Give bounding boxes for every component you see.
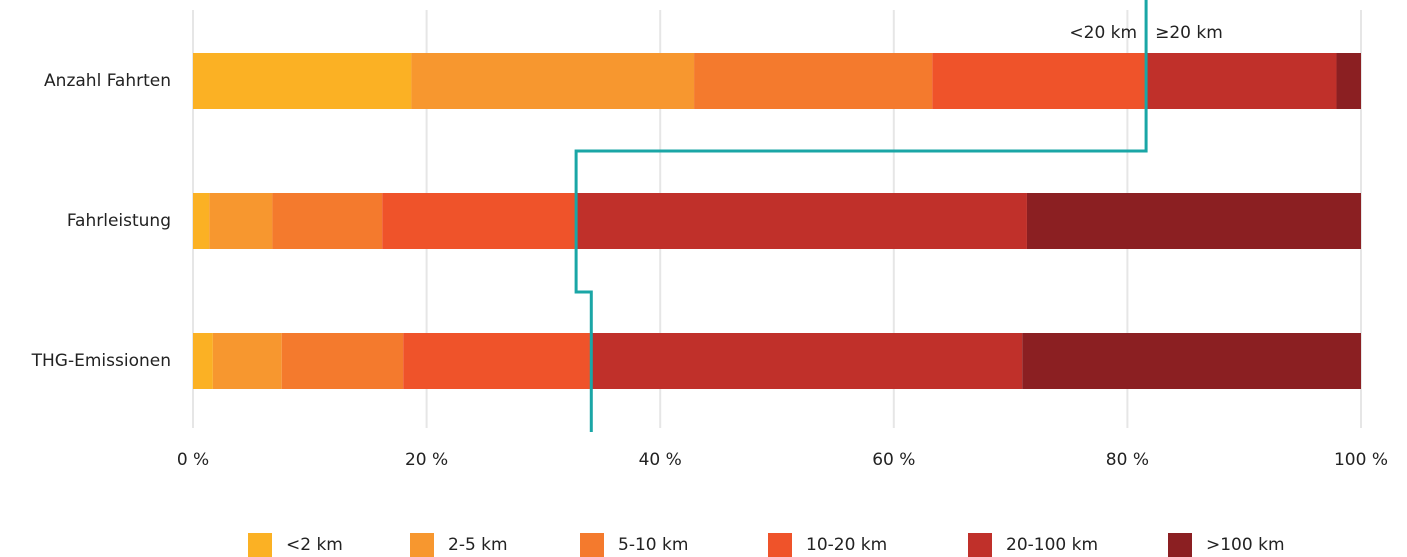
- bar-segment-2-3: [403, 333, 593, 389]
- x-tick-label-4: 80 %: [1106, 450, 1149, 470]
- legend-label-0: <2 km: [286, 535, 343, 555]
- legend-label-2: 5-10 km: [618, 535, 688, 555]
- bar-segment-1-0: [193, 193, 210, 249]
- bar-segment-1-3: [382, 193, 577, 249]
- annotation-label-left: <20 km: [1069, 23, 1137, 43]
- category-label-0: Anzahl Fahrten: [44, 71, 171, 91]
- legend-swatch-5: [1168, 533, 1192, 557]
- boundary-line: [574, 0, 1148, 432]
- bar-segment-1-5: [1026, 193, 1361, 249]
- category-label-2: THG-Emissionen: [31, 351, 171, 371]
- legend-label-4: 20-100 km: [1006, 535, 1098, 555]
- bar-segment-2-2: [281, 333, 404, 389]
- legend-swatch-2: [580, 533, 604, 557]
- bar-segment-1-4: [576, 193, 1027, 249]
- bar-segment-1-2: [272, 193, 383, 249]
- bar-segment-2-0: [193, 333, 213, 389]
- bar-segment-2-5: [1022, 333, 1361, 389]
- annotation-label-right: ≥20 km: [1155, 23, 1223, 43]
- legend-swatch-4: [968, 533, 992, 557]
- bar-segment-0-4: [1146, 53, 1337, 109]
- bar-segment-0-3: [932, 53, 1147, 109]
- x-tick-label-0: 0 %: [177, 450, 209, 470]
- bar-segment-0-5: [1336, 53, 1361, 109]
- category-label-1: Fahrleistung: [67, 211, 171, 231]
- legend-label-1: 2-5 km: [448, 535, 508, 555]
- bar-segment-1-1: [209, 193, 273, 249]
- bar-segment-0-2: [694, 53, 933, 109]
- x-tick-label-2: 40 %: [639, 450, 682, 470]
- legend-swatch-1: [410, 533, 434, 557]
- x-tick-label-1: 20 %: [405, 450, 448, 470]
- bar-segment-0-0: [193, 53, 412, 109]
- bar-segment-0-1: [411, 53, 695, 109]
- legend-swatch-3: [768, 533, 792, 557]
- bar-segment-2-4: [592, 333, 1023, 389]
- legend-label-3: 10-20 km: [806, 535, 887, 555]
- x-tick-label-5: 100 %: [1334, 450, 1388, 470]
- legend-label-5: >100 km: [1206, 535, 1285, 555]
- x-tick-label-3: 60 %: [872, 450, 915, 470]
- legend-swatch-0: [248, 533, 272, 557]
- bar-segment-2-1: [212, 333, 282, 389]
